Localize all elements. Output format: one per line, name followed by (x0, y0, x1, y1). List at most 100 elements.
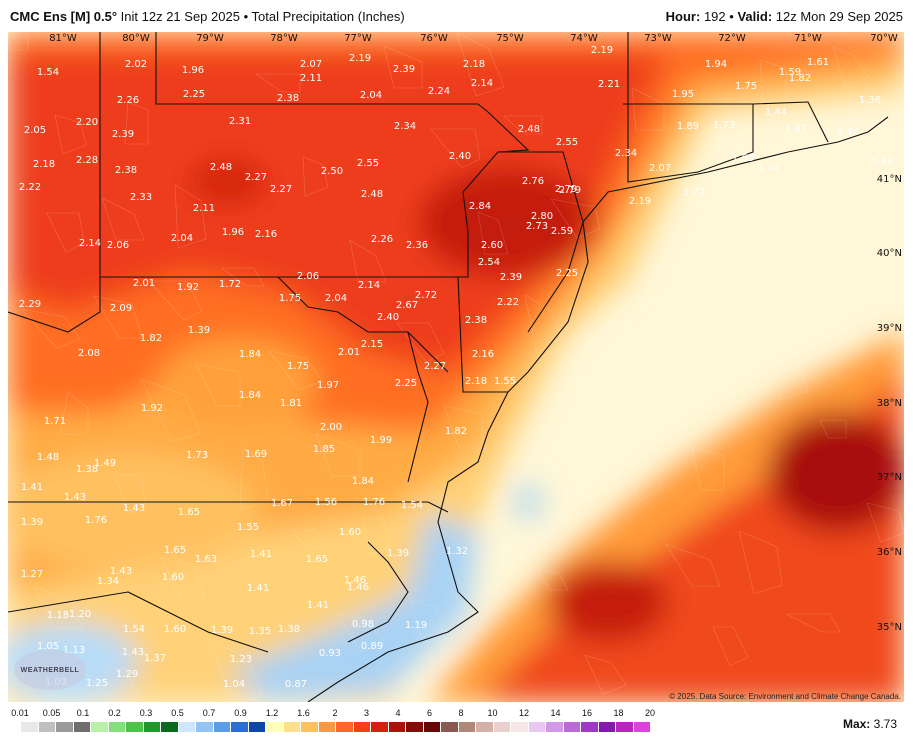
precip-value-label: 2.18 (33, 159, 55, 170)
precip-value-label: 1.56 (315, 497, 337, 508)
colorbar-swatch (615, 722, 633, 732)
precip-value-label: 1.04 (223, 679, 245, 690)
latitude-labels: 41°N 40°N 39°N 38°N 37°N 36°N 35°N (877, 174, 902, 633)
precip-value-label: 2.48 (518, 124, 540, 135)
precip-value-label: 2.15 (361, 339, 383, 350)
precip-value-label: 2.11 (300, 73, 322, 84)
longitude-label: 79°W (196, 33, 224, 44)
precip-value-label: 2.18 (465, 376, 487, 387)
precip-value-label: 2.27 (270, 184, 292, 195)
precip-value-label: 1.39 (211, 625, 233, 636)
colorbar-tick-label: 1.2 (265, 708, 279, 718)
precip-value-label: 1.36 (859, 95, 881, 106)
precip-value-label: 2.79 (555, 184, 577, 195)
longitude-label: 76°W (420, 33, 448, 44)
precip-value-label: 2.11 (193, 203, 215, 214)
colorbar-swatch (37, 722, 55, 732)
precip-value-label: 1.35 (249, 626, 271, 637)
precipitation-map: 81°W 80°W 79°W 78°W 77°W 76°W 75°W 74°W 73°W 72°W… (8, 32, 904, 702)
precip-value-label: 2.55 (357, 158, 379, 169)
precip-value-label: 1.47 (785, 124, 807, 135)
colorbar-swatch (317, 722, 335, 732)
max-value: 3.73 (873, 717, 897, 731)
colorbar-swatch (510, 722, 528, 732)
precip-value-label: 2.01 (133, 278, 155, 289)
precip-value-label: 1.19 (405, 620, 427, 631)
precip-value-label: 1.54 (123, 624, 145, 635)
precip-value-label: 1.76 (363, 497, 385, 508)
precip-value-label: 1.92 (141, 403, 163, 414)
header-separator-2: • (729, 8, 734, 24)
precip-value-label: 1.41 (250, 549, 272, 560)
longitude-label: 74°W (570, 33, 598, 44)
hour-value: 192 (703, 8, 726, 24)
colorbar-tick-label: 4 (395, 708, 401, 718)
colorbar-tick-label: 0.5 (171, 708, 184, 718)
precip-value-label: 1.59 (779, 67, 801, 78)
precip-value-label: 1.94 (705, 59, 727, 70)
precip-value-label: 1.43 (122, 647, 144, 658)
colorbar-swatch (195, 722, 213, 732)
precip-value-label: 2.80 (531, 211, 553, 222)
precip-value-label: 1.27 (21, 569, 43, 580)
longitude-label: 77°W (344, 33, 372, 44)
precip-value-label: 1.89 (677, 121, 699, 132)
precip-value-label: 1.82 (789, 73, 811, 84)
colorbar-tick-label: 16 (581, 708, 593, 718)
colorbar-swatch (562, 722, 580, 732)
precip-value-label: 2.06 (297, 271, 319, 282)
precip-value-label: 1.60 (164, 624, 186, 635)
precip-value-label: 2.34 (394, 121, 416, 132)
colorbar-swatch (300, 722, 318, 732)
colorbar-swatch (265, 722, 283, 732)
precip-value-label: 2.27 (424, 361, 446, 372)
precip-value-label: 1.85 (313, 444, 335, 455)
precip-value-label: 2.19 (349, 53, 371, 64)
precip-value-label: 1.44 (765, 107, 787, 118)
precip-value-label: 0.98 (352, 619, 374, 630)
precip-value-label: 2.26 (117, 95, 139, 106)
colorbar-swatch (580, 722, 598, 732)
colorbar-tick-label: 2 (332, 708, 338, 718)
precip-value-label: 1.72 (683, 187, 705, 198)
precip-value-label: 2.26 (371, 234, 393, 245)
longitude-label: 80°W (122, 33, 150, 44)
colorbar-tick-label: 12 (518, 708, 530, 718)
precip-value-label: 1.55 (237, 522, 259, 533)
precip-value-label: 1.13 (63, 645, 85, 656)
colorbar-tick-label: 0.9 (234, 708, 247, 718)
colorbar-tick-label: 18 (613, 708, 624, 718)
precip-value-label: 1.61 (807, 57, 829, 68)
precip-value-label: 1.23 (230, 654, 252, 665)
precip-value-label: 1.84 (239, 349, 261, 360)
precip-value-label: 1.29 (116, 669, 138, 680)
colorbar-tick-label: 0.1 (76, 708, 90, 718)
valid-label: Valid: (737, 8, 773, 24)
precip-value-label: 1.60 (339, 527, 361, 538)
longitude-label: 75°W (496, 33, 524, 44)
precip-value-label: 2.22 (19, 182, 41, 193)
precip-value-label: 1.63 (732, 153, 754, 164)
precip-value-label: 0.89 (361, 641, 383, 652)
model-name: CMC Ens [M] 0.5° (10, 8, 118, 24)
precip-value-label: 2.50 (321, 166, 343, 177)
precip-value-label: 1.34 (97, 576, 119, 587)
precip-value-label: 1.20 (69, 609, 91, 620)
longitude-label: 72°W (718, 33, 746, 44)
colorbar-swatch (492, 722, 510, 732)
precip-value-label: 2.39 (112, 129, 134, 140)
precip-value-label: 2.27 (245, 172, 267, 183)
precip-value-labels: 1.54 2.02 1.96 2.07 2.11 2.19 2.39 2.18 2.19 1.94… (19, 45, 893, 690)
precip-value-label: 2.59 (551, 226, 573, 237)
colorbar-swatch (230, 722, 248, 732)
precip-value-label: 2.54 (478, 257, 500, 268)
colorbar-tick-label: 6 (426, 708, 433, 718)
colorbar-tick-label: 8 (458, 708, 464, 718)
precip-value-label: 2.14 (79, 238, 101, 249)
precip-value-label: 1.69 (245, 449, 267, 460)
precip-value-label: 1.38 (278, 624, 300, 635)
precip-value-label: 1.43 (123, 503, 145, 514)
precip-value-label: 2.60 (481, 240, 503, 251)
precip-value-label: 2.55 (556, 137, 578, 148)
map-canvas: 81°W 80°W 79°W 78°W 77°W 76°W 75°W 74°W 73°W 72°W… (8, 32, 904, 702)
